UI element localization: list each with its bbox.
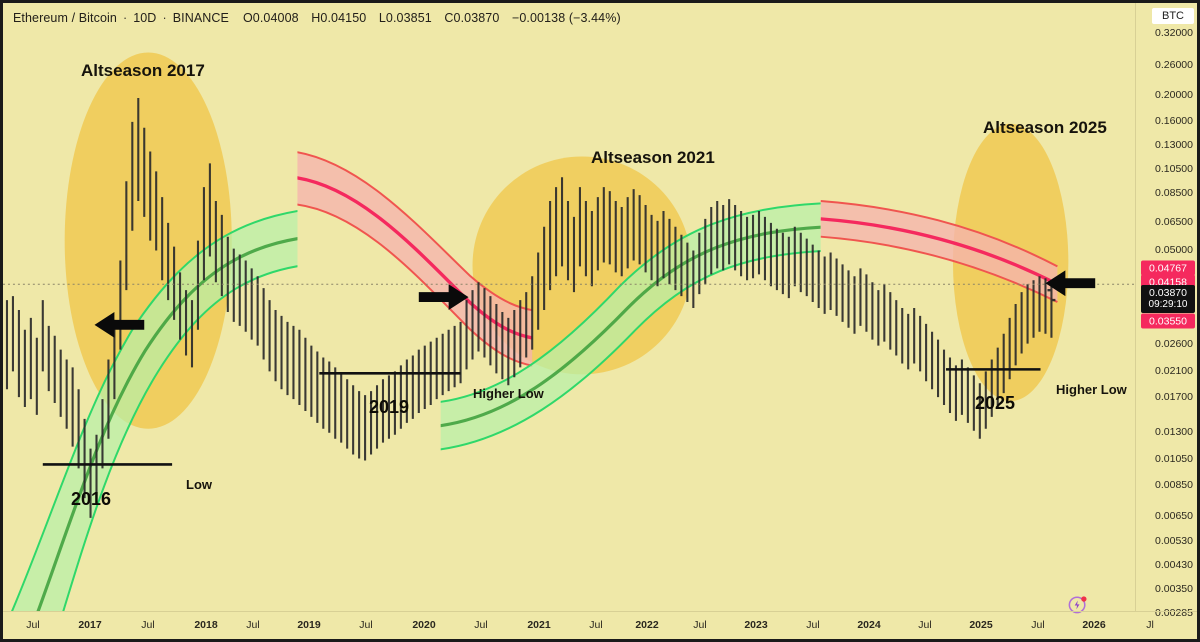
- price-tick-14: 0.00850: [1155, 479, 1193, 491]
- time-tick-2026-19: 2026: [1082, 619, 1106, 631]
- price-tick-16: 0.00530: [1155, 535, 1193, 547]
- altseason-label-2021: Altseason 2021: [591, 148, 715, 167]
- price-tick-18: 0.00350: [1155, 583, 1193, 595]
- time-tick-2017-1: 2017: [78, 619, 102, 631]
- exchange-label[interactable]: BINANCE: [172, 11, 229, 25]
- ohlc-low: L0.03851: [378, 11, 432, 25]
- lightning-bolt-icon[interactable]: [1067, 593, 1089, 615]
- legend-separator-2: ·: [162, 11, 167, 25]
- price-tick-8: 0.05000: [1155, 244, 1193, 256]
- price-tick-12: 0.01300: [1155, 426, 1193, 438]
- currency-badge[interactable]: BTC: [1152, 8, 1194, 24]
- ohlc-close: C0.03870: [444, 11, 500, 25]
- cycle-level-2016: Low: [186, 477, 212, 492]
- altseason-label-2017: Altseason 2017: [81, 61, 205, 80]
- cycle-level-2019: Higher Low: [473, 386, 544, 401]
- time-tick-2020-7: 2020: [412, 619, 436, 631]
- price-tick-15: 0.00650: [1155, 510, 1193, 522]
- ohlc-change: −0.00138 (−3.44%): [511, 11, 621, 25]
- time-tick-jul-0: Jul: [26, 619, 40, 631]
- time-tick-2019-5: 2019: [297, 619, 321, 631]
- time-tick-jul-12: Jul: [693, 619, 707, 631]
- cycle-band-green-2: [440, 202, 821, 451]
- cycle-year-2025: 2025: [975, 393, 1016, 413]
- price-tick-6: 0.08500: [1155, 187, 1193, 199]
- price-tick-2: 0.20000: [1155, 89, 1193, 101]
- time-tick-2023-13: 2023: [744, 619, 768, 631]
- ohlc-values: O0.04008 H0.04150 L0.03851 C0.03870 −0.0…: [243, 11, 630, 25]
- time-tick-jul-4: Jul: [246, 619, 260, 631]
- ohlc-open: O0.04008: [242, 11, 299, 25]
- ohlc-high: H0.04150: [311, 11, 367, 25]
- chart-legend: Ethereum / Bitcoin · 10D · BINANCE O0.04…: [13, 9, 630, 27]
- price-tick-17: 0.00430: [1155, 559, 1193, 571]
- time-tick-jul-6: Jul: [359, 619, 373, 631]
- time-tick-2025-17: 2025: [969, 619, 993, 631]
- time-tick-2024-15: 2024: [857, 619, 881, 631]
- time-tick-jl-20: Jl: [1146, 619, 1154, 631]
- price-tick-5: 0.10500: [1155, 163, 1193, 175]
- time-tick-jul-2: Jul: [141, 619, 155, 631]
- price-axis[interactable]: BTC 0.32000 0.26000 0.20000 0.16000 0.13000 0…: [1135, 3, 1197, 619]
- price-marker-3[interactable]: 0.03550: [1141, 313, 1195, 329]
- arrow-right-2020: [418, 284, 469, 310]
- cycle-level-2025: Higher Low: [1056, 382, 1127, 397]
- current-price-time: 09:29:10: [1148, 299, 1188, 310]
- current-price-value: 0.03870: [1149, 287, 1187, 299]
- price-tick-1: 0.26000: [1155, 59, 1193, 71]
- time-tick-jul-8: Jul: [474, 619, 488, 631]
- time-tick-2018-3: 2018: [194, 619, 218, 631]
- altseason-zone-2017: [64, 52, 232, 429]
- price-tick-19: 0.00285: [1155, 607, 1193, 619]
- price-tick-3: 0.16000: [1155, 115, 1193, 127]
- ohlc-candles: [5, 98, 1056, 518]
- chart-plot-area[interactable]: Altseason 2017 Altseason 2021 Altseason …: [3, 3, 1135, 611]
- arrow-left-2025: [1045, 270, 1096, 297]
- symbol-name[interactable]: Ethereum / Bitcoin: [13, 11, 117, 25]
- price-tick-11: 0.01700: [1155, 391, 1193, 403]
- price-marker-0[interactable]: 0.04767: [1141, 260, 1195, 276]
- price-tick-10: 0.02100: [1155, 365, 1193, 377]
- time-tick-jul-16: Jul: [918, 619, 932, 631]
- time-tick-2021-9: 2021: [527, 619, 551, 631]
- time-axis[interactable]: Jul 2017 Jul 2018 Jul 2019 Jul 2020 Jul 2021 Jul 20…: [3, 611, 1197, 639]
- price-tick-4: 0.13000: [1155, 139, 1193, 151]
- time-tick-2022-11: 2022: [635, 619, 659, 631]
- price-tick-13: 0.01050: [1155, 453, 1193, 465]
- price-tick-9: 0.02600: [1155, 338, 1193, 350]
- cycle-year-2019: 2019: [369, 397, 410, 417]
- cycle-band-green-1: [11, 210, 298, 611]
- current-price-marker[interactable]: 0.03870 09:29:10: [1141, 285, 1195, 313]
- altseason-label-2025: Altseason 2025: [983, 118, 1107, 137]
- interval-label[interactable]: 10D: [133, 11, 157, 25]
- arrow-left-2017: [94, 311, 145, 338]
- price-tick-0: 0.32000: [1155, 27, 1193, 39]
- legend-separator-1: ·: [122, 11, 128, 25]
- time-tick-jul-18: Jul: [1031, 619, 1045, 631]
- cycle-year-2016: 2016: [71, 489, 112, 509]
- price-tick-7: 0.06500: [1155, 216, 1193, 228]
- time-tick-jul-14: Jul: [806, 619, 820, 631]
- time-tick-jul-10: Jul: [589, 619, 603, 631]
